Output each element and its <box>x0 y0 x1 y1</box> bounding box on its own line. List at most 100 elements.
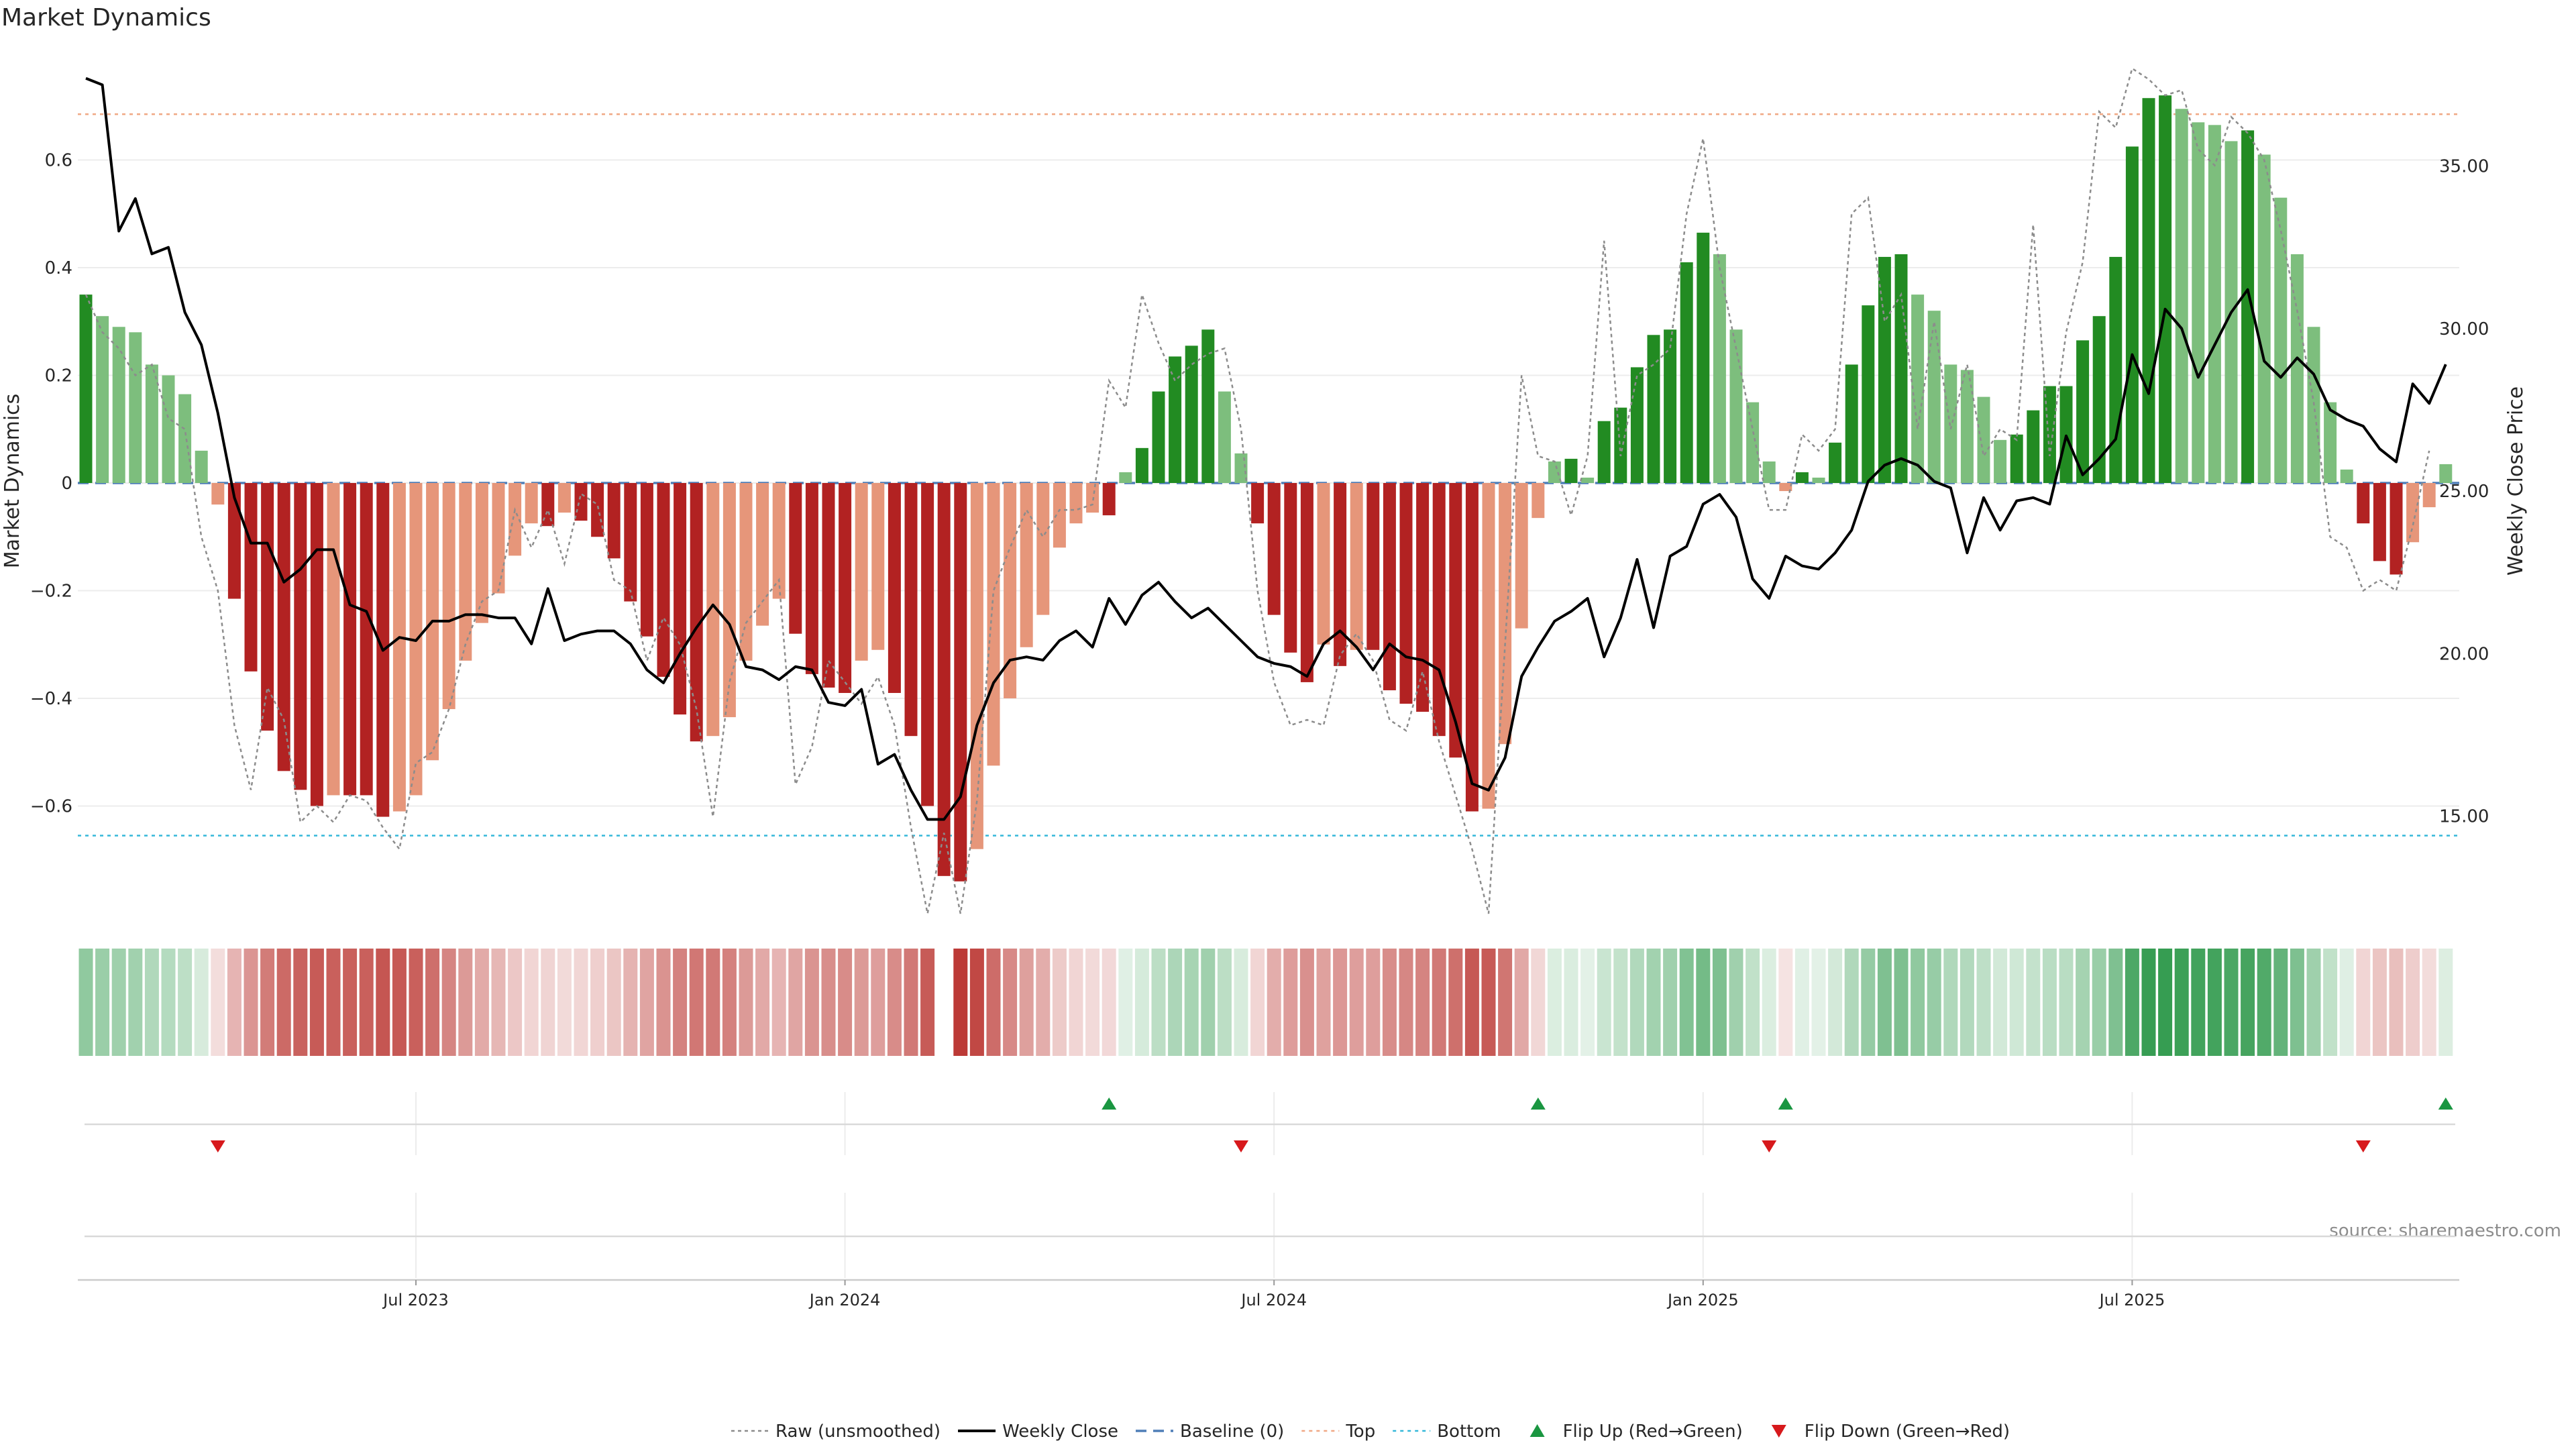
bar <box>839 483 852 693</box>
heat-strip-cell <box>2323 949 2338 1056</box>
bar <box>112 327 125 483</box>
heat-strip-cell <box>2389 949 2404 1056</box>
legend-item: Baseline (0) <box>1136 1421 1284 1442</box>
bar <box>1366 483 1380 650</box>
heat-strip-cell <box>2422 949 2436 1056</box>
heat-strip-cell <box>1464 949 1479 1056</box>
heat-strip-cell <box>1597 949 1611 1056</box>
heat-strip-cell <box>178 949 193 1056</box>
bar <box>1399 483 1413 704</box>
bar <box>277 483 290 771</box>
heat-strip-cell <box>2125 949 2139 1056</box>
y-axis-left-label: Market Dynamics <box>1 394 24 569</box>
flip-down-marker <box>2355 1140 2371 1152</box>
heat-strip-cell <box>1052 949 1067 1056</box>
bar <box>96 316 109 483</box>
legend-label: Weekly Close <box>1002 1421 1118 1442</box>
heat-strip-cell <box>904 949 918 1056</box>
heat-strip-cell <box>1564 949 1578 1056</box>
bar <box>227 483 241 599</box>
bar <box>1465 483 1479 812</box>
heat-strip-cell <box>2042 949 2057 1056</box>
bar <box>2076 340 2090 483</box>
bar <box>1581 477 1595 483</box>
bar <box>525 483 538 524</box>
heat-strip-cell <box>804 949 819 1056</box>
heat-strip-cell <box>2372 949 2387 1056</box>
bar <box>1729 329 1743 483</box>
bar <box>145 364 158 483</box>
heat-strip-cell <box>673 949 688 1056</box>
heat-strip-cell <box>194 949 209 1056</box>
heat-strip-cell <box>639 949 654 1056</box>
bar <box>327 483 340 796</box>
bar <box>1317 483 1330 645</box>
heat-strip-cell <box>343 949 358 1056</box>
heat-strip-cell <box>2257 949 2271 1056</box>
bar <box>1036 483 1050 615</box>
bar <box>2142 98 2155 483</box>
bar <box>1086 483 1099 513</box>
bar <box>2125 146 2139 483</box>
bar <box>1845 364 1858 483</box>
heat-strip-cell <box>1580 949 1595 1056</box>
bar <box>1267 483 1281 615</box>
x-tick-label: Jul 2024 <box>1240 1291 1307 1309</box>
heat-strip-cell <box>359 949 374 1056</box>
heat-strip-cell <box>508 949 523 1056</box>
bar <box>987 483 1000 766</box>
heat-strip-cell <box>1844 949 1859 1056</box>
heat-strip-cell <box>887 949 902 1056</box>
legend-item: Flip Down (Green→Red) <box>1771 1421 2010 1442</box>
heat-strip-cell <box>441 949 456 1056</box>
heat-strip-cell <box>161 949 176 1056</box>
heat-strip-cell <box>309 949 324 1056</box>
bar <box>1894 254 1908 483</box>
bar <box>2043 386 2056 483</box>
bar <box>310 483 323 806</box>
bar <box>475 483 488 623</box>
bar <box>294 483 307 790</box>
bar <box>805 483 818 674</box>
raw-series <box>85 67 2430 914</box>
raw-line <box>85 67 2430 914</box>
heat-strip-cell <box>111 949 126 1056</box>
y-tick-right-label: 25.00 <box>2439 482 2489 502</box>
bar <box>1169 356 1182 483</box>
bar <box>1630 367 1644 483</box>
heat-strip-cell <box>2076 949 2090 1056</box>
heat-strip-cell <box>689 949 704 1056</box>
heat-strip-cell <box>1696 949 1711 1056</box>
chart-title: Market Dynamics <box>1 4 211 32</box>
heat-strip-cell <box>1927 949 1941 1056</box>
heat-strip-cell <box>1134 949 1149 1056</box>
heat-strip-cell <box>788 949 803 1056</box>
bar <box>1449 483 1462 758</box>
bar <box>904 483 918 737</box>
heat-strip-cell <box>1085 949 1100 1056</box>
flip-panel <box>85 1092 2455 1278</box>
heat-strip-cell <box>1746 949 1760 1056</box>
bar <box>1152 391 1165 483</box>
bar <box>1284 483 1297 653</box>
heat-strip-cell <box>2158 949 2173 1056</box>
bar <box>211 483 225 505</box>
bar <box>2159 95 2172 483</box>
y-tick-right-label: 35.00 <box>2439 157 2489 177</box>
heat-strip-cell <box>722 949 737 1056</box>
heat-strip-cell <box>1729 949 1743 1056</box>
flip-up-marker <box>1530 1097 1546 1110</box>
heat-strip-cell <box>1794 949 1809 1056</box>
heat-strip-cell <box>1629 949 1644 1056</box>
weekly-close-line <box>85 76 2447 821</box>
x-tick-label: Jan 2025 <box>1666 1291 1739 1309</box>
bar <box>1762 461 1776 483</box>
bar <box>624 483 637 602</box>
bar <box>1334 483 1347 666</box>
bar <box>1977 396 1990 483</box>
y-tick-left-label: 0 <box>61 474 72 494</box>
legend-item: Weekly Close <box>958 1421 1118 1442</box>
heat-strip-cell <box>2406 949 2420 1056</box>
heat-strip-cell <box>2191 949 2206 1056</box>
bar <box>1416 483 1430 712</box>
